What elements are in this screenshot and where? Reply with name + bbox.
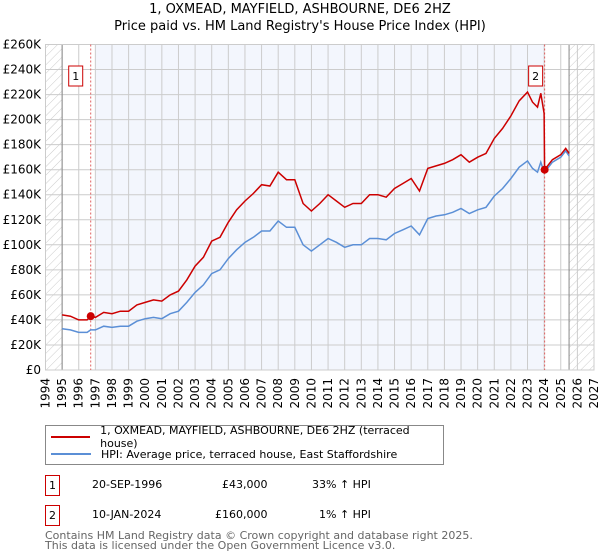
- y-tick-label: £20K: [10, 338, 42, 352]
- y-tick-label: £60K: [10, 288, 42, 302]
- sale-label-box: [68, 65, 84, 87]
- hpi-shaded-region: [95, 44, 545, 370]
- x-tick-label: 2002: [171, 378, 185, 409]
- sale-row-2: 2 10-JAN-2024 £160,000 1% ↑ HPI: [45, 505, 565, 526]
- legend-blue-line: [51, 453, 91, 455]
- price-chart: £0 £20K £40K £60K £80K £100K £120K £140K £160K £1…: [3, 38, 600, 409]
- x-tick-label: 2004: [205, 378, 219, 409]
- y-tick-label: £160K: [3, 163, 43, 177]
- x-tick-label: 2020: [471, 378, 485, 409]
- y-tick-label: £180K: [3, 138, 43, 152]
- footer-copyright: Contains HM Land Registry data © Crown c…: [45, 529, 473, 542]
- x-tick-label: 1997: [88, 378, 102, 409]
- x-tick-label: 2017: [421, 378, 435, 409]
- x-tick-label: 1999: [122, 378, 136, 409]
- x-tick-label: 2012: [338, 378, 352, 409]
- x-tick-label: 2023: [521, 378, 535, 409]
- legend-item-hpi: HPI: Average price, terraced house, East…: [46, 446, 397, 462]
- y-tick-label: £100K: [3, 238, 43, 252]
- legend-label-hpi: HPI: Average price, terraced house, East…: [101, 447, 398, 461]
- x-tick-label: 2022: [504, 378, 518, 409]
- x-tick-label: 2027: [587, 378, 600, 409]
- y-tick-label: £200K: [3, 113, 43, 127]
- chart-legend: 1, OXMEAD, MAYFIELD, ASHBOURNE, DE6 2HZ …: [45, 424, 444, 465]
- x-tick-label: 1994: [39, 378, 53, 409]
- x-tick-label: 2010: [304, 378, 318, 409]
- sale-label-text: 2: [532, 70, 539, 83]
- x-tick-label: 2007: [255, 378, 269, 409]
- sale-number-badge: 2: [45, 505, 60, 526]
- sale-hpi-diff: 1% ↑ HPI: [319, 508, 371, 521]
- y-tick-label: £240K: [3, 63, 43, 77]
- chart-subtitle: Price paid vs. HM Land Registry's House …: [114, 19, 486, 34]
- x-tick-label: 2005: [221, 378, 235, 409]
- x-tick-label: 1995: [55, 378, 69, 409]
- x-tick-label: 1998: [105, 378, 119, 409]
- x-tick-label: 2025: [554, 378, 568, 409]
- sale-date: 20-SEP-1996: [92, 478, 163, 491]
- sale-label-box: [528, 65, 544, 87]
- x-tick-label: 2009: [288, 378, 302, 409]
- sale-point-2: [540, 165, 549, 174]
- sale-price: £43,000: [222, 478, 268, 491]
- x-tick-label: 2014: [371, 378, 385, 409]
- legend-red-line: [51, 436, 91, 438]
- y-tick-label: £80K: [10, 263, 42, 277]
- hpi-series-line: [61, 149, 570, 334]
- sale-date: 10-JAN-2024: [92, 508, 162, 521]
- sale-price: £160,000: [215, 508, 268, 521]
- price-series-line: [61, 90, 570, 321]
- sale-row-1: 1 20-SEP-1996 £43,000 33% ↑ HPI: [45, 475, 565, 496]
- plot-border: [45, 44, 595, 371]
- hatched-region-left: [45, 44, 63, 370]
- y-tick-label: £140K: [3, 188, 43, 202]
- x-tick-label: 2003: [188, 378, 202, 409]
- footer-licence: This data is licensed under the Open Gov…: [45, 539, 396, 552]
- legend-item-property: 1, OXMEAD, MAYFIELD, ASHBOURNE, DE6 2HZ …: [46, 424, 443, 450]
- x-tick-label: 2021: [487, 378, 501, 409]
- y-tick-label: £120K: [3, 213, 43, 227]
- x-tick-label: 2024: [537, 378, 551, 409]
- sale-hpi-diff: 33% ↑ HPI: [312, 478, 371, 491]
- y-tick-label: £40K: [10, 313, 42, 327]
- y-tick-label: £220K: [3, 88, 43, 102]
- x-tick-label: 2001: [155, 378, 169, 409]
- x-tick-label: 2008: [271, 378, 285, 409]
- hatched-region-right: [569, 44, 594, 370]
- x-tick-label: 2026: [570, 378, 584, 409]
- x-tick-label: 2019: [454, 378, 468, 409]
- y-tick-label: £0: [26, 363, 41, 377]
- chart-title: 1, OXMEAD, MAYFIELD, ASHBOURNE, DE6 2HZ: [149, 2, 451, 17]
- legend-label-property: 1, OXMEAD, MAYFIELD, ASHBOURNE, DE6 2HZ …: [100, 424, 410, 450]
- y-tick-label: £260K: [3, 38, 43, 52]
- sale-number-badge: 1: [45, 475, 60, 496]
- x-tick-label: 2015: [388, 378, 402, 409]
- x-tick-label: 2006: [238, 378, 252, 409]
- sale-point-1: [86, 312, 95, 321]
- x-tick-label: 2018: [437, 378, 451, 409]
- x-tick-label: 2013: [354, 378, 368, 409]
- x-tick-label: 2000: [138, 378, 152, 409]
- x-tick-label: 2011: [321, 378, 335, 409]
- sale-label-text: 1: [72, 70, 79, 83]
- x-tick-label: 2016: [404, 378, 418, 409]
- x-tick-label: 1996: [72, 378, 86, 409]
